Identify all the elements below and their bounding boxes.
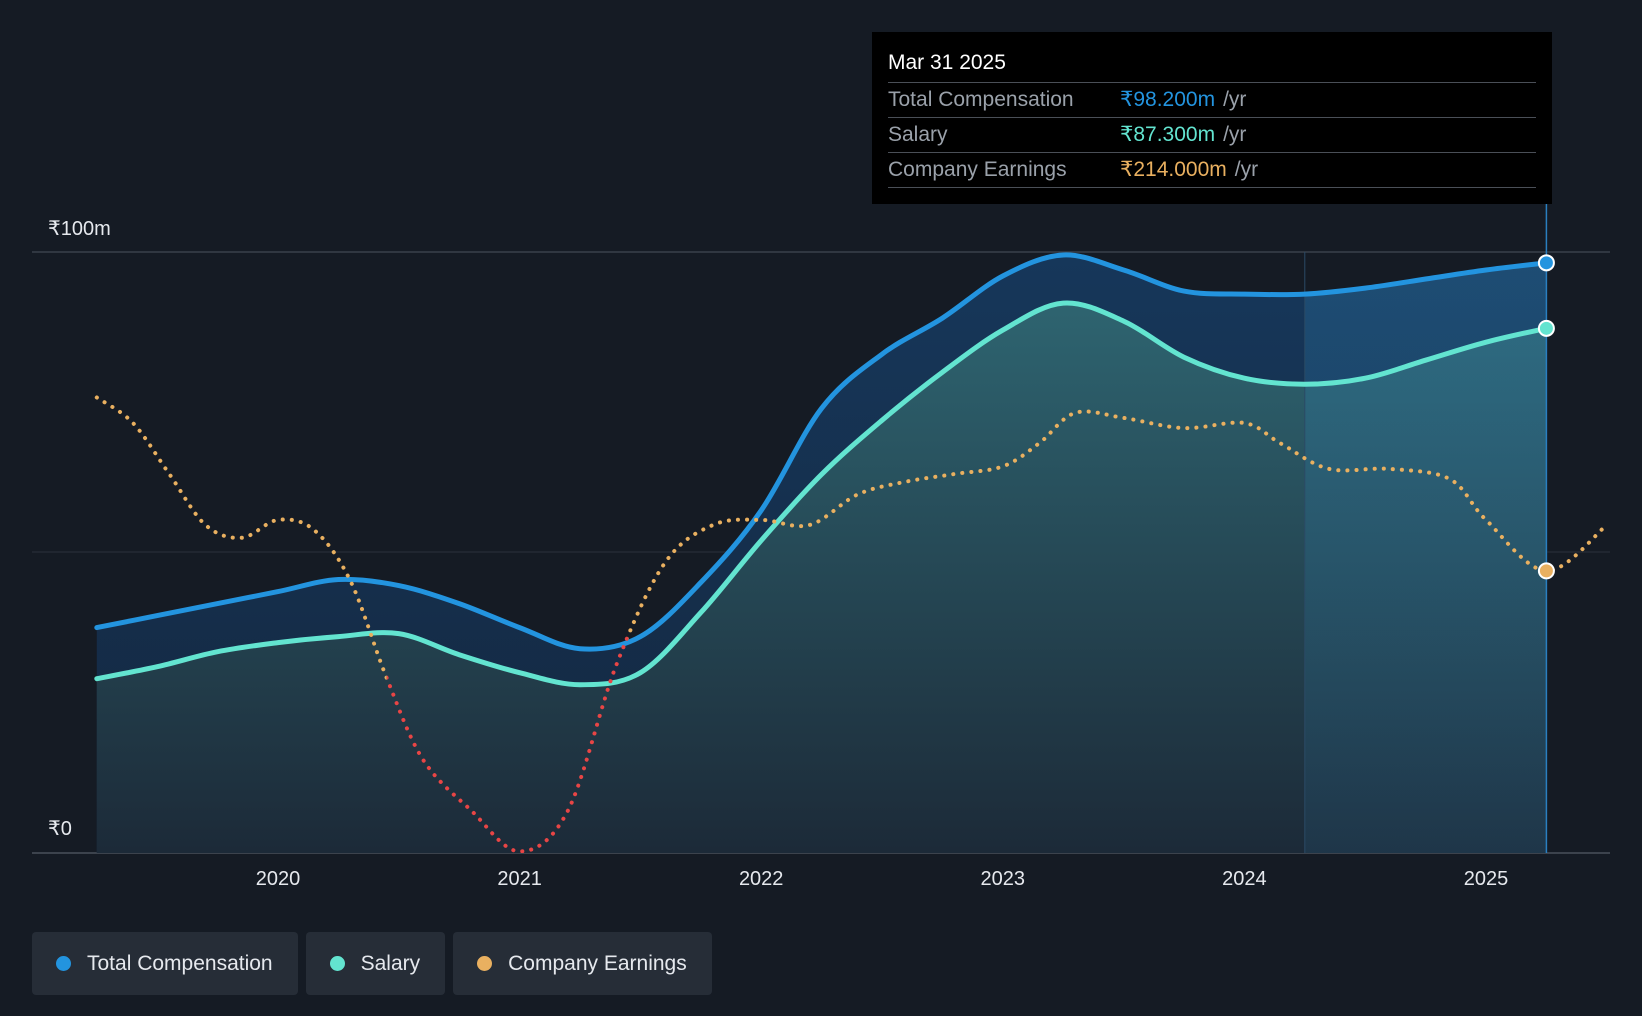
- tooltip-label: Company Earnings: [888, 158, 1067, 181]
- legend-dot-icon: [477, 956, 493, 971]
- highlight-band: [1304, 262, 1547, 853]
- tooltip-row-total: Total Compensation ₹98.200m /yr: [888, 83, 1536, 118]
- series-lines: [94, 252, 1609, 853]
- legend-label: Total Compensation: [87, 951, 273, 975]
- x-tick-label: 2021: [497, 868, 542, 890]
- series-areas: [96, 254, 1547, 853]
- y-tick-label-zero: ₹0: [48, 818, 72, 840]
- tooltip-value: ₹98.200m: [1120, 88, 1216, 111]
- x-tick-label: 2023: [981, 868, 1026, 890]
- total-compensation-marker: [1537, 254, 1555, 272]
- y-axis-labels: ₹100m ₹0: [48, 218, 111, 840]
- tooltip-unit: /yr: [1223, 123, 1247, 146]
- x-tick-label: 2022: [739, 868, 784, 890]
- tooltip-unit: /yr: [1234, 158, 1259, 181]
- tooltip-value: ₹87.300m: [1120, 123, 1216, 146]
- highlight-region: [1304, 204, 1548, 853]
- tooltip-label: Total Compensation: [888, 88, 1074, 111]
- tooltip-unit: /yr: [1223, 88, 1247, 111]
- tooltip-row-earnings: Company Earnings ₹214.000m /yr: [888, 153, 1536, 188]
- tooltip: Mar 31 2025 Total Compensation ₹98.200m …: [872, 32, 1552, 204]
- tooltip-row-salary: Salary ₹87.300m /yr: [888, 118, 1536, 153]
- tooltip-value: ₹214.000m: [1120, 158, 1227, 181]
- y-tick-label-top: ₹100m: [48, 218, 111, 240]
- legend-dot-icon: [56, 956, 71, 971]
- x-tick-label: 2020: [256, 868, 301, 890]
- legend-label: Company Earnings: [508, 951, 687, 975]
- x-axis-labels: 2020 2021 2022 2023 2024 2025: [256, 868, 1509, 890]
- total-compensation-line: [94, 252, 1549, 652]
- salary-marker: [1537, 319, 1555, 337]
- tooltip-label: Salary: [888, 123, 948, 146]
- series-markers: [1537, 254, 1555, 580]
- tooltip-date: Mar 31 2025: [888, 48, 1536, 83]
- salary-area: [96, 302, 1547, 853]
- company-earnings-marker: [1537, 562, 1555, 580]
- x-tick-label: 2025: [1464, 868, 1509, 890]
- salary-line: [94, 300, 1549, 688]
- legend-dot-icon: [329, 956, 345, 971]
- legend-item-total-compensation[interactable]: Total Compensation: [32, 932, 298, 995]
- legend: Total Compensation Salary Company Earnin…: [32, 932, 712, 995]
- x-tick-label: 2024: [1222, 868, 1267, 890]
- legend-label: Salary: [360, 951, 421, 975]
- legend-item-company-earnings[interactable]: Company Earnings: [453, 932, 712, 995]
- legend-item-salary[interactable]: Salary: [305, 932, 446, 995]
